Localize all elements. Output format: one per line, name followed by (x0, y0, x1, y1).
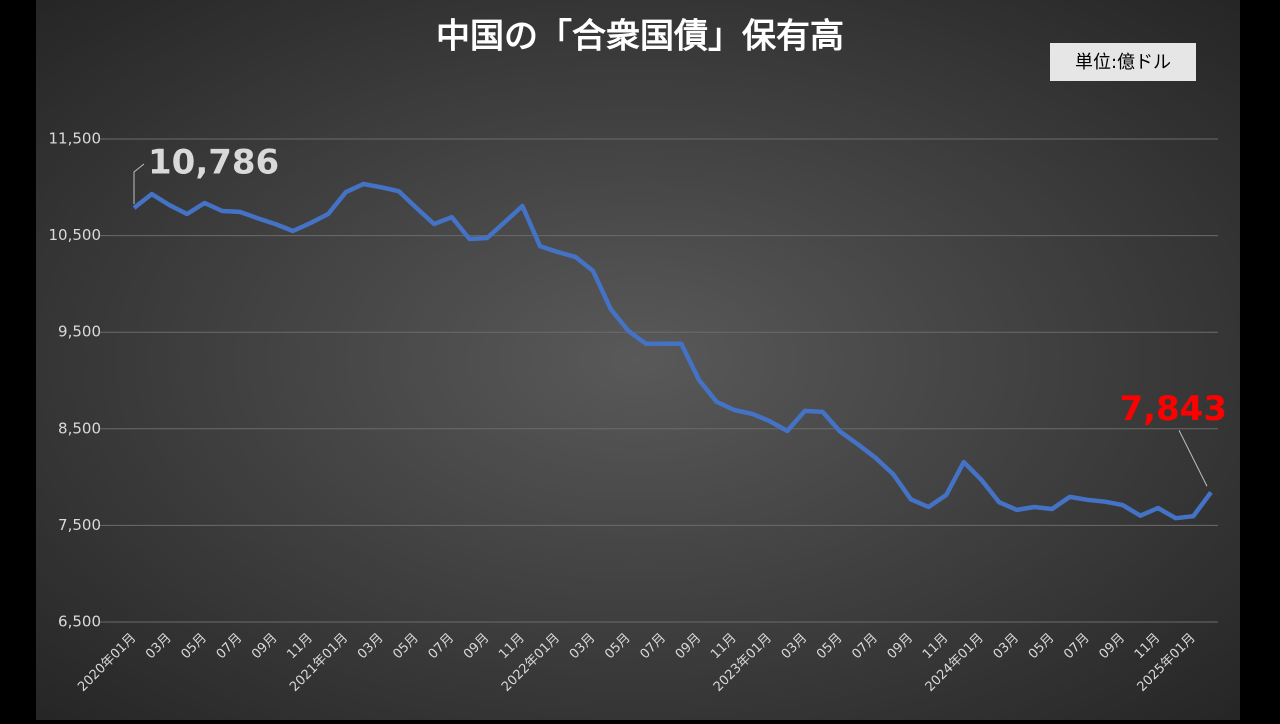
y-tick-label: 8,500 (58, 419, 101, 437)
unit-note: 単位:億ドル (1075, 52, 1171, 73)
chart-background (36, 0, 1240, 720)
y-tick-label: 9,500 (58, 323, 101, 341)
leader-line (133, 163, 145, 204)
data-line (132, 181, 1213, 521)
data-label: 10,786 (148, 142, 279, 182)
data-label: 7,843 (1119, 389, 1227, 429)
y-tick-label: 11,500 (49, 130, 102, 148)
y-tick-label: 6,500 (58, 613, 101, 631)
y-tick-label: 10,500 (49, 226, 102, 244)
leader-line (1178, 430, 1208, 487)
chart-title: 中国の「合衆国債」保有高 (436, 17, 844, 57)
unit-box (1050, 43, 1196, 81)
y-tick-label: 7,500 (58, 516, 101, 534)
